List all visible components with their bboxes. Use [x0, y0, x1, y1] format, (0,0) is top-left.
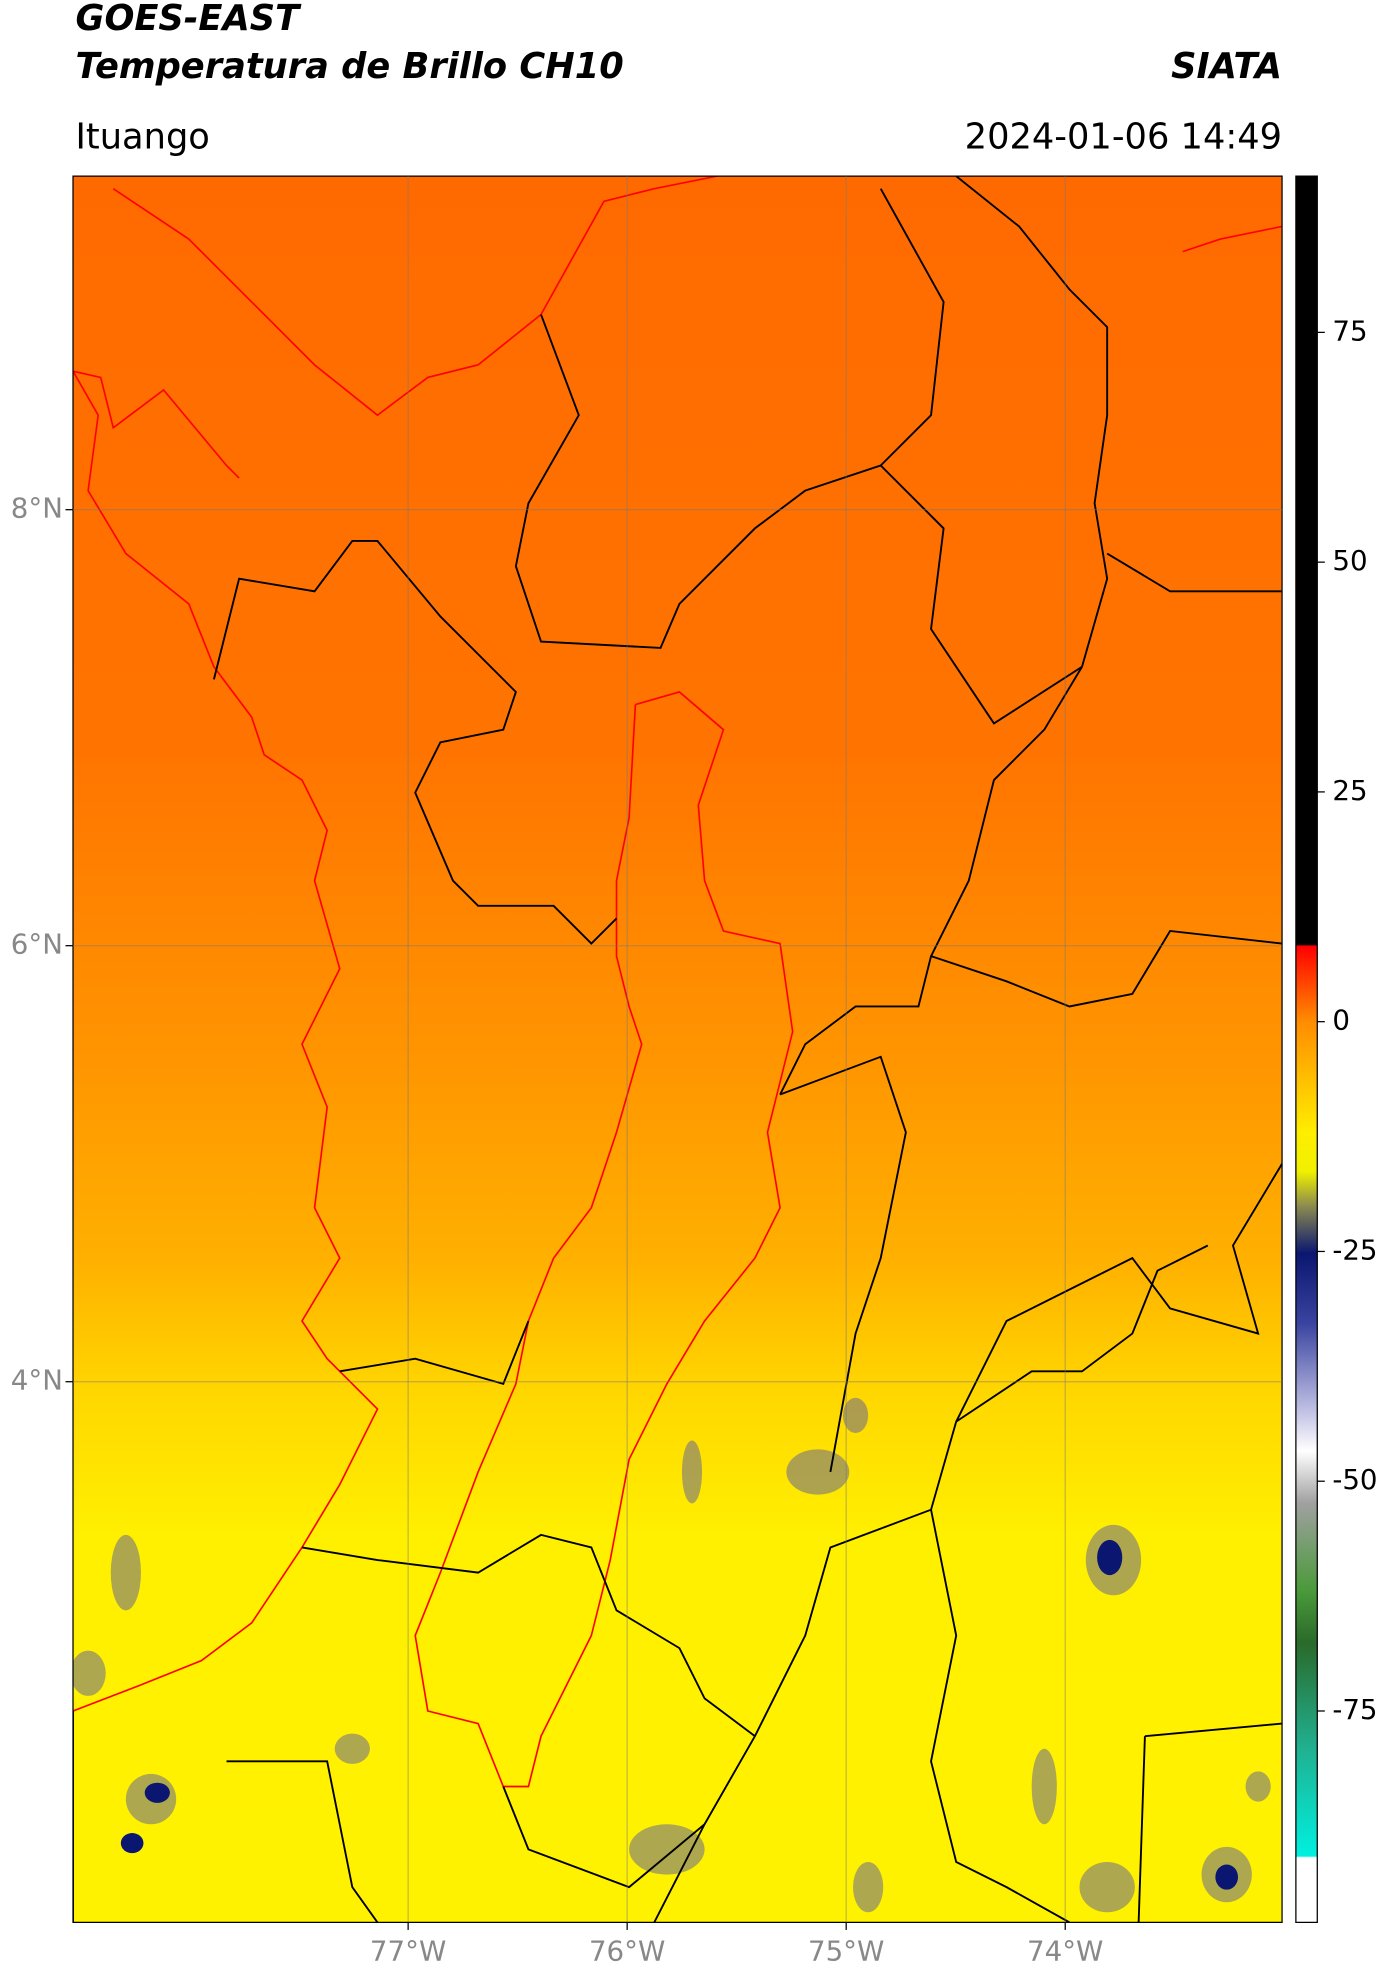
colorbar-tick-label: 0 [1332, 1004, 1350, 1037]
lat-tick-label: 4°N [11, 1364, 63, 1397]
colorbar-tick-label: -75 [1332, 1693, 1377, 1726]
location: Ituango [76, 116, 210, 157]
satellite-title: GOES-EAST [76, 0, 303, 39]
lon-tick-label: 75°W [808, 1935, 884, 1968]
colorbar [1295, 175, 1318, 1924]
department-highlight [414, 691, 794, 1788]
coastline-caribbean [112, 176, 1283, 417]
lon-tick-label: 77°W [370, 1935, 446, 1968]
lon-tick-label: 76°W [589, 1935, 665, 1968]
colorbar-tick-label: 75 [1332, 314, 1367, 347]
timestamp: 2024-01-06 14:49 [965, 116, 1282, 157]
map [73, 176, 1283, 1923]
map-frame [72, 175, 1283, 1924]
cold-cores [120, 1539, 1239, 1890]
colorbar-tick-label: 25 [1332, 774, 1367, 807]
brightness-field [73, 176, 1283, 1923]
lat-tick-label: 8°N [11, 492, 63, 525]
lon-tick-label: 74°W [1027, 1935, 1103, 1968]
agency: SIATA [1171, 46, 1282, 87]
lat-tick-label: 6°N [11, 928, 63, 961]
department-borders [73, 176, 1283, 1923]
colorbar-tick-label: -25 [1332, 1233, 1377, 1266]
colorbar-tick-label: 50 [1332, 544, 1367, 577]
colorbar-tick-label: -50 [1332, 1463, 1377, 1496]
product-title: Temperatura de Brillo CH10 [76, 46, 624, 87]
